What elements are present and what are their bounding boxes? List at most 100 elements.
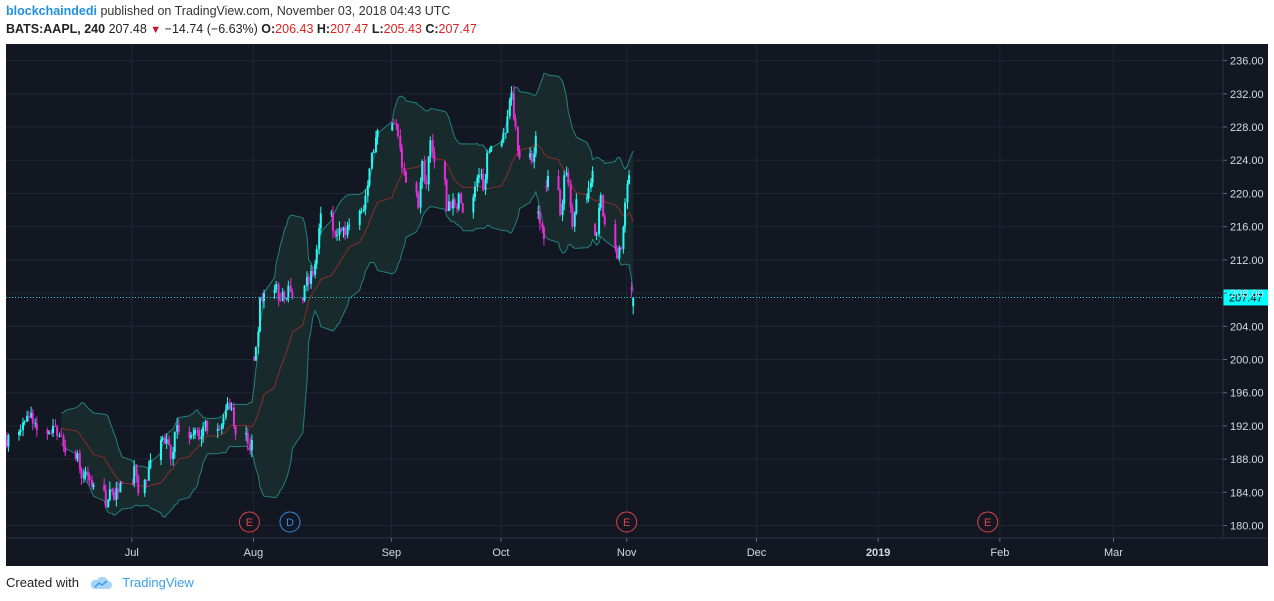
- candle-body: [258, 298, 261, 332]
- candle-body: [429, 140, 432, 157]
- candle-body: [486, 152, 489, 180]
- tradingview-cloud-icon: [90, 576, 112, 589]
- candle-body: [591, 171, 594, 183]
- candle-body: [508, 99, 511, 117]
- candle-body: [131, 483, 134, 485]
- candle-body: [161, 437, 164, 441]
- candle-body: [404, 171, 407, 183]
- time-scale-pane[interactable]: [6, 538, 1268, 566]
- bollinger-fill: [61, 73, 634, 518]
- last-price-label-bg: [1223, 289, 1268, 306]
- candle-body: [534, 136, 537, 154]
- candle-body: [569, 183, 572, 208]
- author-name[interactable]: blockchaindedi: [6, 4, 97, 18]
- candle-body: [589, 182, 592, 188]
- chart-pane[interactable]: [6, 44, 1223, 538]
- candle-body: [310, 270, 313, 284]
- close-value: 207.47: [438, 22, 477, 36]
- candle-body: [169, 445, 172, 460]
- tradingview-link[interactable]: TradingView: [122, 575, 194, 590]
- candle-body: [484, 179, 487, 191]
- candle-body: [330, 213, 333, 215]
- candle-body: [545, 185, 548, 188]
- candle-body: [456, 206, 459, 209]
- candle-body: [46, 430, 49, 434]
- candle-body: [23, 421, 26, 423]
- candle-body: [285, 298, 288, 300]
- y-tick-label: 228.00: [1230, 122, 1264, 134]
- published-text: published on TradingView.com, November 0…: [100, 4, 451, 18]
- x-tick-label: Aug: [244, 547, 264, 559]
- candle-body: [563, 175, 566, 204]
- candle-body: [173, 431, 176, 453]
- x-tick-label: Sep: [382, 547, 402, 559]
- candle-body: [82, 475, 85, 479]
- candle-body: [137, 476, 140, 494]
- candle-body: [261, 298, 264, 302]
- candle-body: [366, 185, 369, 196]
- candle-body: [595, 234, 598, 236]
- price-change: −14.74 (−6.63%): [164, 22, 258, 36]
- candle-body: [279, 300, 282, 302]
- candle-body: [107, 499, 110, 508]
- candle-body: [200, 436, 203, 440]
- candle-body: [561, 203, 564, 216]
- candle-body: [336, 234, 339, 236]
- candle-body: [56, 426, 59, 436]
- candle-body: [78, 453, 81, 469]
- candle-body: [478, 175, 481, 178]
- candlesticks: [5, 85, 635, 508]
- candle-body: [196, 430, 199, 432]
- footer: Created with TradingView: [6, 575, 194, 590]
- candle-body: [565, 172, 568, 176]
- candle-body: [567, 172, 570, 184]
- candle-body: [624, 202, 627, 227]
- x-tick-label: 2019: [866, 547, 890, 559]
- open-label: O:: [261, 22, 276, 36]
- candle-body: [372, 151, 375, 153]
- candle-body: [488, 151, 491, 153]
- candle-body: [257, 331, 260, 348]
- earnings-marker: [238, 511, 260, 533]
- x-tick-label: Mar: [1104, 547, 1123, 559]
- candle-body: [417, 193, 420, 208]
- candle-body: [172, 452, 175, 460]
- candle-body: [192, 434, 195, 436]
- candle-body: [165, 439, 168, 444]
- candle-body: [403, 167, 406, 172]
- candle-body: [246, 432, 249, 444]
- candle-body: [318, 228, 321, 250]
- candle-body: [230, 407, 233, 409]
- candle-body: [249, 443, 252, 451]
- candle-body: [74, 452, 77, 460]
- candle-body: [602, 195, 605, 217]
- candle-body: [301, 297, 304, 301]
- candle-body: [530, 153, 533, 162]
- candle-body: [291, 291, 294, 298]
- candle-body: [542, 227, 545, 240]
- low-label: L:: [371, 22, 384, 36]
- candle-body: [342, 227, 345, 231]
- y-tick-label: 204.00: [1230, 321, 1264, 333]
- candle-body: [340, 228, 343, 231]
- candle-body: [504, 132, 507, 134]
- candle-body: [177, 425, 180, 432]
- candle-body: [7, 435, 10, 447]
- event-marker-label: E: [246, 517, 253, 529]
- candle-body: [396, 124, 399, 137]
- candle-body: [626, 183, 629, 203]
- symbol-label[interactable]: BATS:AAPL, 240: [6, 22, 106, 36]
- open-value: 206.43: [275, 22, 314, 36]
- candle-body: [537, 211, 540, 214]
- candle-body: [232, 407, 235, 426]
- last-price: 207.48: [108, 22, 147, 36]
- candle-body: [204, 421, 207, 427]
- candle-body: [31, 412, 34, 424]
- candle-body: [111, 489, 114, 492]
- x-tick-label: Oct: [492, 547, 509, 559]
- candle-body: [614, 224, 617, 249]
- bollinger-basis-line: [61, 142, 634, 488]
- candle-body: [206, 421, 209, 431]
- candle-body: [473, 186, 476, 198]
